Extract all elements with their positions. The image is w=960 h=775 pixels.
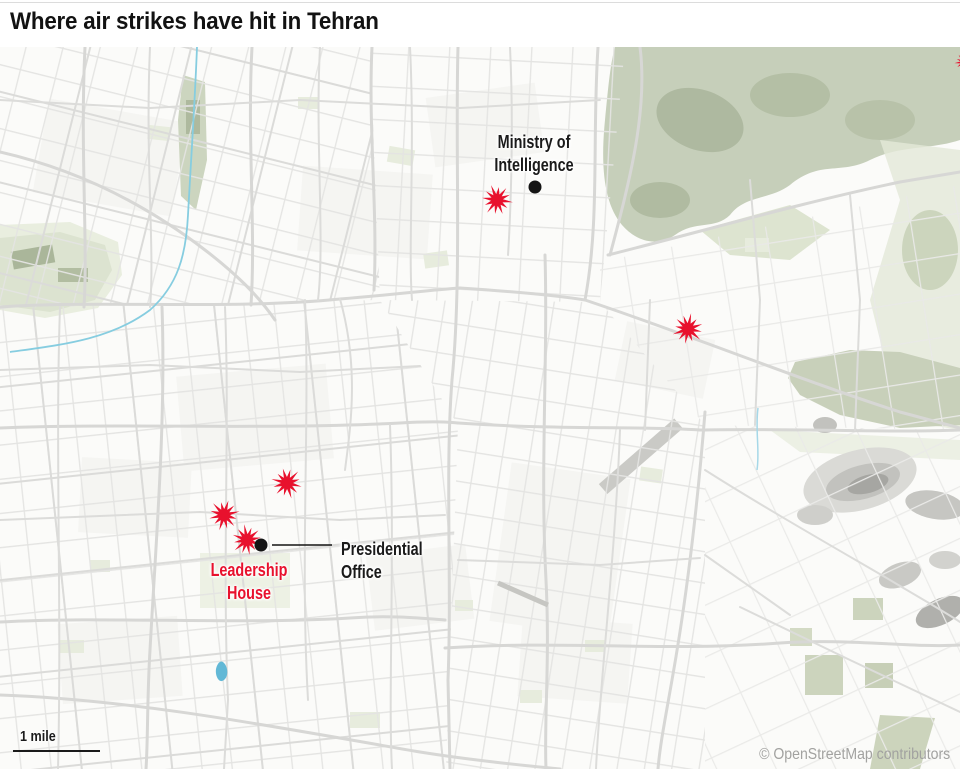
building-dot-marker — [528, 180, 542, 194]
dark-road-segment — [496, 580, 550, 608]
map-content — [0, 47, 960, 769]
minor-streets — [0, 47, 960, 769]
page-title: Where air strikes have hit in Tehran — [10, 8, 379, 35]
medium-roads — [0, 47, 960, 769]
markers-layer — [205, 52, 960, 561]
top-divider — [0, 2, 960, 3]
major-roads — [0, 47, 960, 769]
building-dot-marker — [254, 538, 268, 552]
water-features — [9, 47, 759, 682]
pond — [215, 661, 228, 682]
